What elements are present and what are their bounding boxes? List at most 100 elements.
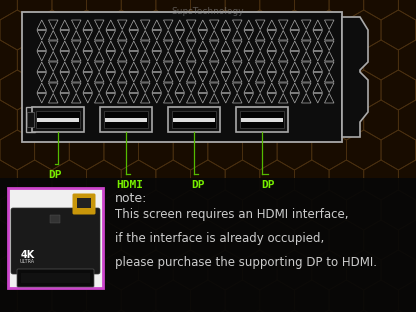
Polygon shape [295,100,329,140]
Polygon shape [173,70,208,110]
Polygon shape [347,250,381,290]
Polygon shape [35,250,69,290]
Text: This screen requires an HDMI interface,: This screen requires an HDMI interface, [115,208,349,221]
Polygon shape [104,10,139,50]
Polygon shape [295,220,329,260]
Polygon shape [87,160,121,200]
Polygon shape [381,250,416,290]
Polygon shape [104,250,139,290]
Polygon shape [191,160,225,200]
Polygon shape [87,220,121,260]
FancyBboxPatch shape [17,269,94,287]
Polygon shape [0,10,35,50]
Polygon shape [0,220,17,260]
Polygon shape [191,100,225,140]
Polygon shape [208,190,243,230]
Text: if the interface is already occupied,: if the interface is already occupied, [115,232,324,245]
Polygon shape [208,70,243,110]
Polygon shape [312,310,347,312]
Bar [172,111,216,128]
Polygon shape [399,0,416,20]
Text: HDMI: HDMI [116,180,144,190]
Bar [236,107,288,132]
Polygon shape [329,220,364,260]
Polygon shape [399,280,416,312]
Polygon shape [17,100,52,140]
Bar [168,107,220,132]
Polygon shape [260,160,295,200]
FancyBboxPatch shape [11,208,100,274]
Bar [173,118,215,121]
Polygon shape [35,10,69,50]
Polygon shape [0,130,35,170]
Polygon shape [52,280,87,312]
Polygon shape [364,0,399,20]
Polygon shape [191,280,225,312]
Polygon shape [399,40,416,80]
Polygon shape [312,250,347,290]
Polygon shape [156,100,191,140]
Polygon shape [35,130,69,170]
Polygon shape [0,70,35,110]
Text: DP: DP [191,180,205,190]
Polygon shape [191,0,225,20]
Bar [77,198,91,208]
Polygon shape [381,130,416,170]
Bar [100,107,152,132]
Polygon shape [35,70,69,110]
Polygon shape [347,70,381,110]
Polygon shape [277,250,312,290]
Polygon shape [121,160,156,200]
Polygon shape [243,10,277,50]
Polygon shape [0,100,17,140]
Polygon shape [364,220,399,260]
Polygon shape [0,280,17,312]
Polygon shape [139,70,173,110]
Polygon shape [312,190,347,230]
Polygon shape [139,130,173,170]
Polygon shape [17,160,52,200]
FancyBboxPatch shape [72,193,96,215]
Polygon shape [312,130,347,170]
Polygon shape [312,70,347,110]
Polygon shape [87,280,121,312]
Polygon shape [329,280,364,312]
Polygon shape [243,70,277,110]
Polygon shape [208,10,243,50]
Polygon shape [173,190,208,230]
Polygon shape [69,250,104,290]
Polygon shape [277,10,312,50]
Polygon shape [208,130,243,170]
Bar [105,118,147,121]
Bar [240,111,284,128]
Polygon shape [399,160,416,200]
Polygon shape [87,0,121,20]
Polygon shape [208,310,243,312]
Polygon shape [347,190,381,230]
Polygon shape [69,10,104,50]
Polygon shape [191,40,225,80]
Text: 4K: 4K [21,250,35,260]
Polygon shape [139,310,173,312]
Polygon shape [156,40,191,80]
Polygon shape [225,160,260,200]
Polygon shape [87,100,121,140]
Polygon shape [173,130,208,170]
Polygon shape [121,280,156,312]
Polygon shape [225,280,260,312]
Polygon shape [225,100,260,140]
Polygon shape [69,70,104,110]
Polygon shape [35,190,69,230]
Polygon shape [52,0,87,20]
Bar [50,215,60,223]
Polygon shape [52,40,87,80]
Polygon shape [295,0,329,20]
Polygon shape [243,190,277,230]
Bar [37,118,79,121]
Polygon shape [156,160,191,200]
Text: DP: DP [261,180,275,190]
Bar [32,107,84,132]
Bar [104,111,148,128]
Polygon shape [347,10,381,50]
Polygon shape [260,40,295,80]
